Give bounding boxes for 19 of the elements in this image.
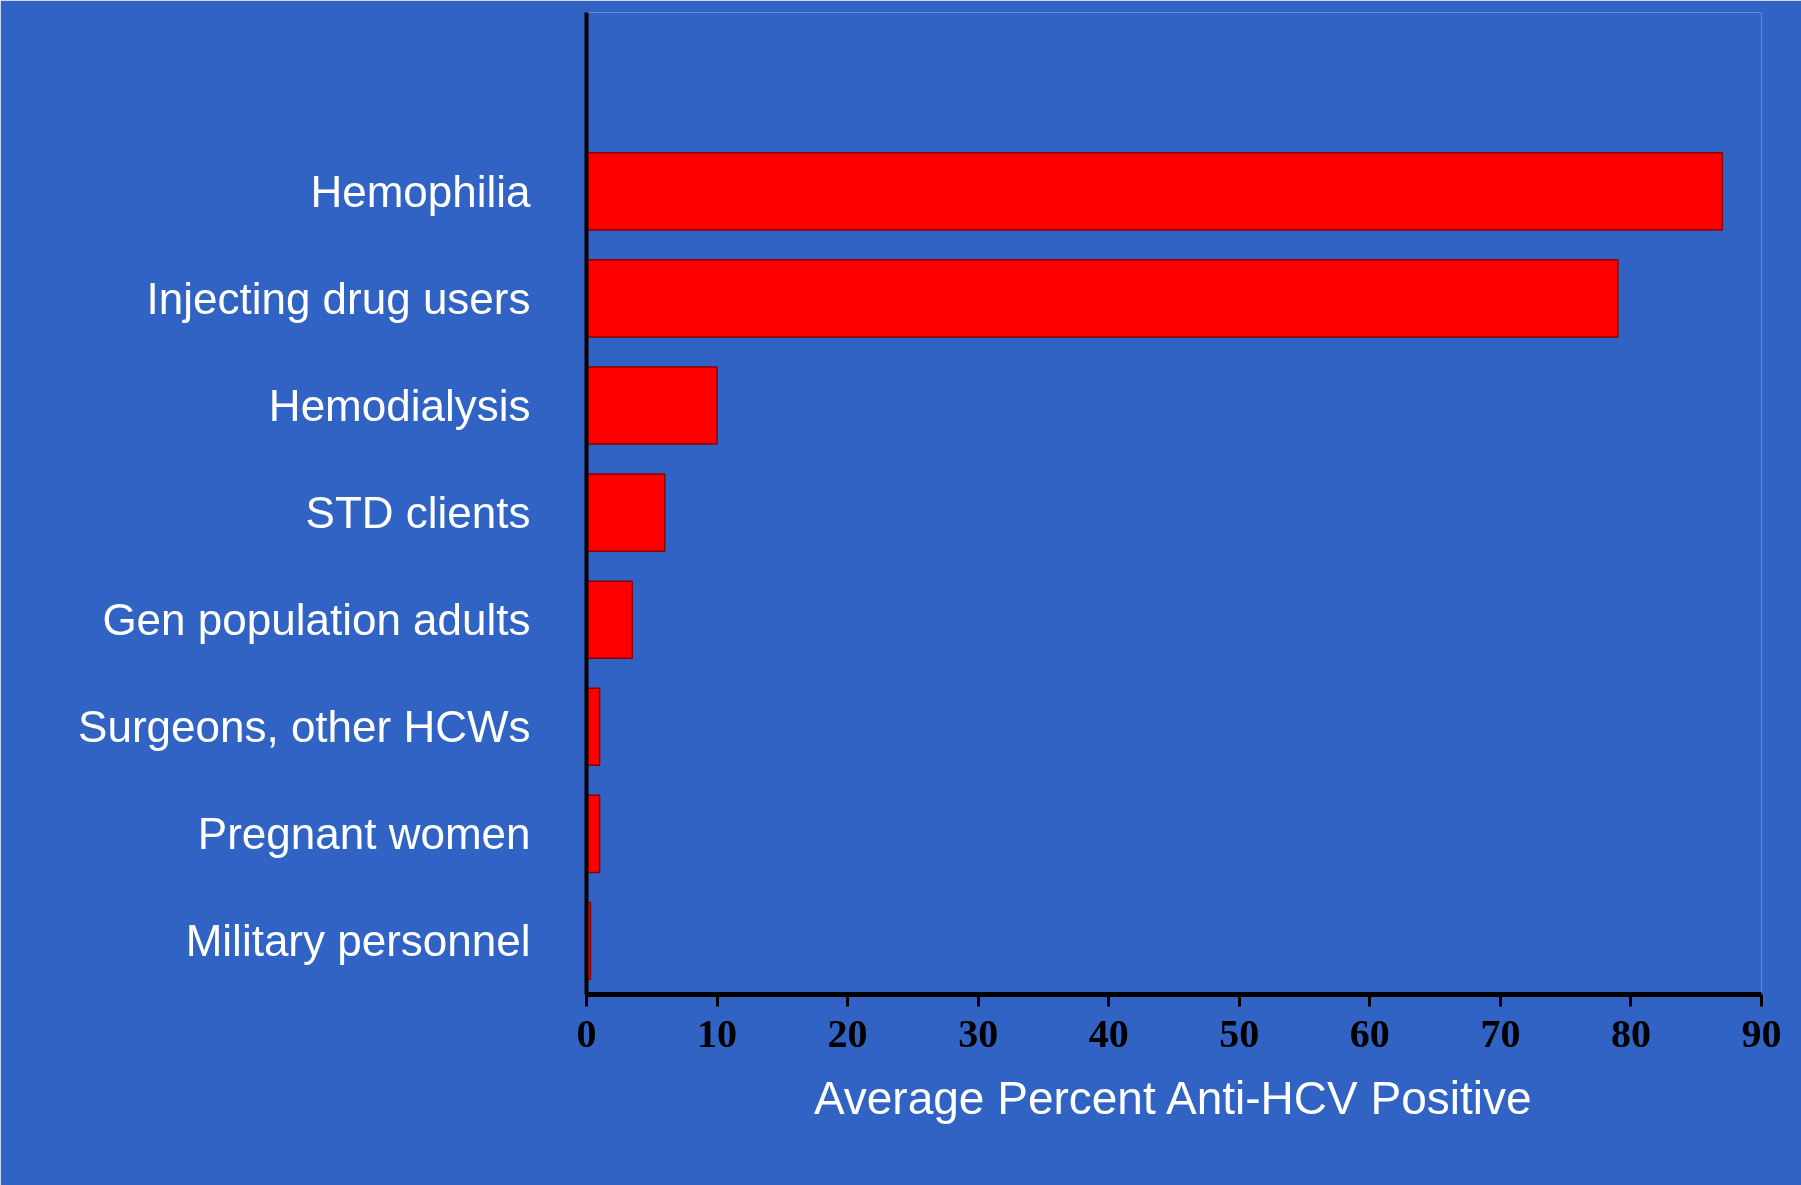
x-tick-label: 60 xyxy=(1349,1010,1390,1056)
y-tick-label: Surgeons, other HCWs xyxy=(78,702,531,752)
x-tick-label: 90 xyxy=(1741,1010,1782,1056)
x-tick-label: 40 xyxy=(1088,1010,1129,1056)
y-tick-label: Gen population adults xyxy=(102,595,531,645)
y-tick-label: Injecting drug users xyxy=(146,273,531,323)
x-tick-label: 70 xyxy=(1480,1010,1521,1056)
y-tick-label: Hemodialysis xyxy=(268,381,531,431)
y-tick-label: Military personnel xyxy=(185,916,531,966)
y-tick-label: Hemophilia xyxy=(310,166,532,216)
x-tick-label: 50 xyxy=(1219,1010,1260,1056)
x-axis-title: Average Percent Anti-HCV Positive xyxy=(813,1071,1532,1124)
x-tick-label: 30 xyxy=(958,1010,999,1056)
x-tick-label: 10 xyxy=(697,1010,738,1056)
y-tick-label: STD clients xyxy=(305,488,531,538)
x-tick-label: 0 xyxy=(576,1010,597,1056)
x-tick-label: 20 xyxy=(827,1010,868,1056)
x-tick-label: 80 xyxy=(1610,1010,1651,1056)
y-tick-label: Pregnant women xyxy=(197,809,531,859)
